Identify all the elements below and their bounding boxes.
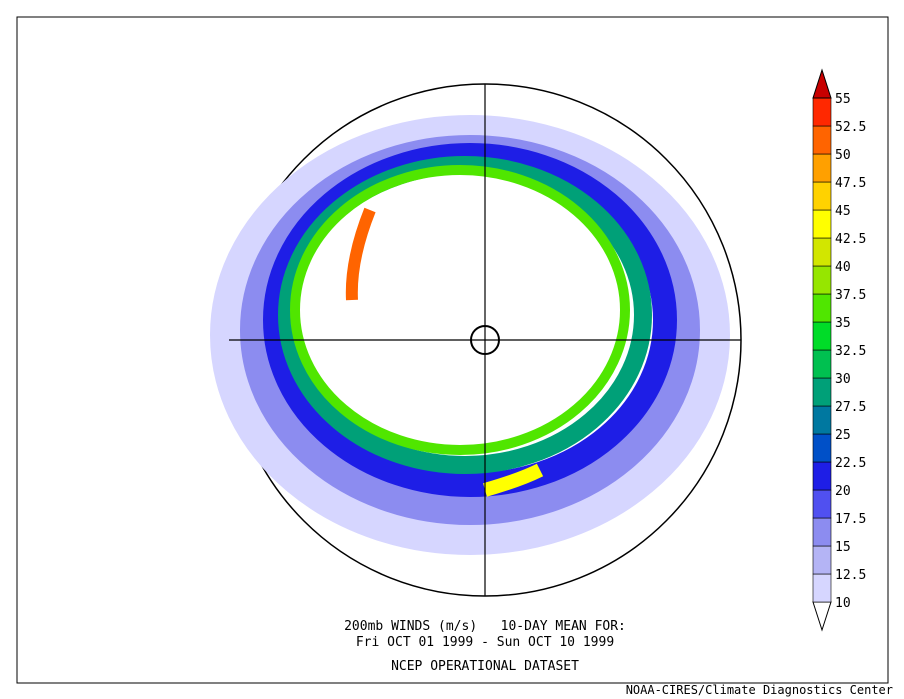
colorbar-label: 42.5 <box>835 232 866 247</box>
colorbar-box <box>812 517 832 547</box>
colorbar-label: 52.5 <box>835 120 866 135</box>
caption-line: 200mb WINDS (m/s) 10-DAY MEAN FOR: <box>344 619 626 634</box>
colorbar-box <box>812 293 832 323</box>
colorbar-box <box>812 153 832 183</box>
caption-line: NCEP OPERATIONAL DATASET <box>391 659 579 674</box>
colorbar-label: 32.5 <box>835 344 866 359</box>
colorbar-box <box>812 237 832 267</box>
colorbar-box <box>812 489 832 519</box>
wind-band <box>290 165 630 455</box>
colorbar-label: 40 <box>835 260 851 275</box>
colorbar-box <box>812 125 832 155</box>
colorbar-label: 55 <box>835 92 851 107</box>
credit: NOAA-CIRES/Climate Diagnostics Center <box>626 683 893 697</box>
wind-band <box>263 143 677 497</box>
colorbar-label: 37.5 <box>835 288 866 303</box>
colorbar-label: 47.5 <box>835 176 866 191</box>
colorbar-box <box>812 97 832 127</box>
caption-line: Fri OCT 01 1999 - Sun OCT 10 1999 <box>356 635 614 650</box>
frame <box>16 16 889 684</box>
colorbar-label: 45 <box>835 204 851 219</box>
colorbar-label: 10 <box>835 596 851 611</box>
colorbar-box <box>812 405 832 435</box>
colorbar-label: 22.5 <box>835 456 866 471</box>
colorbar-box <box>812 461 832 491</box>
colorbar-extend <box>812 68 832 99</box>
map <box>210 83 742 597</box>
colorbar-label: 20 <box>835 484 851 499</box>
colorbar-box <box>812 545 832 575</box>
jet-core <box>345 207 376 301</box>
colorbar-box <box>812 181 832 211</box>
colorbar-label: 35 <box>835 316 851 331</box>
colorbar: 10 12.5 15 17.5 20 22.5 25 27.5 30 32.5 35 37.5 40 42… <box>812 68 866 632</box>
colorbar-label: 25 <box>835 428 851 443</box>
colorbar-box <box>812 321 832 351</box>
colorbar-box <box>812 377 832 407</box>
colorbar-box <box>812 573 832 603</box>
colorbar-label: 12.5 <box>835 568 866 583</box>
colorbar-label: 17.5 <box>835 512 866 527</box>
wind-band <box>278 156 652 474</box>
colorbar-box <box>812 433 832 463</box>
colorbar-box <box>812 209 832 239</box>
colorbar-extend <box>812 601 832 632</box>
colorbar-label: 50 <box>835 148 851 163</box>
jet-core <box>483 463 544 497</box>
colorbar-box <box>812 349 832 379</box>
colorbar-box <box>812 265 832 295</box>
colorbar-label: 15 <box>835 540 851 555</box>
colorbar-label: 30 <box>835 372 851 387</box>
colorbar-label: 27.5 <box>835 400 866 415</box>
